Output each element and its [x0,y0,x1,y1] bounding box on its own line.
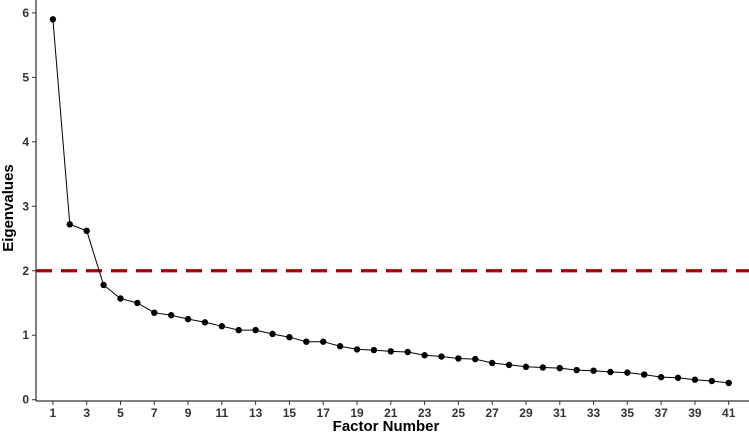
data-point [455,355,462,362]
data-point [235,326,242,334]
data-point [303,338,310,345]
x-tick-label: 39 [688,406,702,420]
data-point [522,363,530,371]
x-tick-label: 33 [587,406,601,420]
data-point [725,379,732,387]
data-point [49,16,57,23]
data-point [370,346,378,354]
x-tick-label: 7 [151,406,158,420]
x-tick-label: 21 [384,406,398,420]
x-tick-label: 29 [519,406,533,420]
data-point [488,359,496,367]
data-point [674,374,682,381]
x-tick-label: 1 [50,406,57,420]
x-tick-label: 25 [452,406,466,420]
data-point [167,312,175,319]
y-tick-label: 6 [22,6,29,20]
x-tick-label: 13 [249,406,263,420]
x-tick-label: 3 [83,406,90,420]
x-tick-label: 23 [418,406,432,420]
data-point [624,369,631,376]
data-point [117,295,124,302]
data-point [556,364,563,372]
data-point [286,333,293,341]
data-point [505,361,513,369]
data-point [320,338,327,345]
data-point [66,221,73,228]
y-tick-label: 1 [22,328,29,342]
x-tick-label: 37 [654,406,668,420]
data-point [201,319,209,326]
y-tick-label: 2 [22,264,29,278]
data-point [100,281,107,289]
data-point [404,348,411,356]
data-point [590,367,597,374]
x-axis-title: Factor Number [333,418,440,433]
data-point [269,330,276,338]
data-point [184,315,192,323]
x-tick-label: 31 [553,406,567,420]
data-point [573,366,580,374]
data-point [387,348,395,355]
data-point [539,364,547,371]
x-tick-label: 17 [317,406,331,420]
data-point [708,377,716,385]
data-point [472,355,479,363]
x-tick-label: 15 [283,406,297,420]
x-tick-label: 35 [621,406,635,420]
series-line [52,19,729,384]
x-tick-label: 11 [216,406,229,420]
data-point [218,323,226,330]
data-point [641,371,648,378]
x-tick-label: 19 [350,406,364,420]
data-point [83,227,90,235]
data-point [151,309,158,316]
data-point [421,352,428,359]
data-point [438,353,445,360]
y-tick-label: 3 [22,199,29,213]
data-point [336,343,344,350]
data-point [134,299,141,307]
y-tick-label: 5 [22,70,29,84]
x-tick-label: 41 [722,406,736,420]
y-tick-label: 4 [22,135,29,149]
x-tick-label: 5 [117,406,124,420]
data-point [657,373,665,381]
y-tick-label: 0 [22,393,29,407]
data-point [691,376,699,383]
y-axis-title: Eigenvalues [0,164,17,252]
data-point [353,346,361,353]
data-point [252,326,259,334]
data-point [607,368,614,376]
x-tick-label: 27 [486,406,500,420]
x-tick-label: 9 [185,406,192,420]
